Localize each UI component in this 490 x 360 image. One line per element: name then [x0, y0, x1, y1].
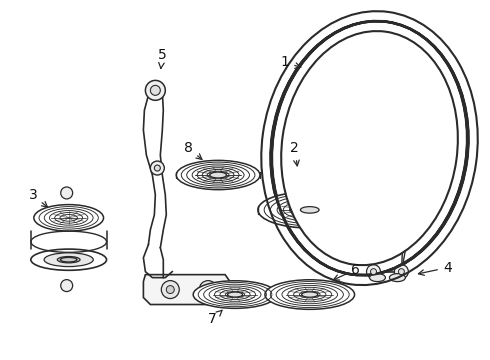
Circle shape	[222, 284, 234, 296]
Ellipse shape	[176, 160, 260, 190]
Ellipse shape	[265, 280, 355, 309]
Ellipse shape	[300, 204, 379, 232]
Circle shape	[61, 187, 73, 199]
Circle shape	[397, 206, 412, 220]
Ellipse shape	[31, 249, 106, 270]
Circle shape	[370, 269, 376, 275]
Text: 7: 7	[208, 310, 222, 327]
Ellipse shape	[369, 274, 386, 282]
Text: 6: 6	[334, 263, 360, 280]
Circle shape	[199, 280, 217, 298]
Ellipse shape	[302, 292, 318, 297]
Polygon shape	[144, 275, 230, 305]
Circle shape	[146, 80, 165, 100]
Ellipse shape	[300, 207, 319, 213]
Circle shape	[398, 269, 404, 275]
Ellipse shape	[283, 33, 456, 263]
Ellipse shape	[390, 274, 405, 282]
Circle shape	[361, 231, 374, 245]
Text: 2: 2	[291, 141, 299, 166]
Ellipse shape	[281, 31, 458, 265]
Ellipse shape	[34, 204, 103, 231]
Circle shape	[150, 161, 164, 175]
Circle shape	[204, 285, 212, 293]
Circle shape	[401, 210, 407, 216]
Text: 1: 1	[280, 55, 301, 69]
Circle shape	[150, 85, 160, 95]
Circle shape	[394, 265, 408, 279]
Circle shape	[363, 206, 376, 220]
Text: 8: 8	[184, 141, 202, 159]
Circle shape	[166, 285, 174, 293]
Ellipse shape	[44, 253, 93, 267]
Circle shape	[367, 210, 372, 216]
Ellipse shape	[193, 281, 277, 309]
Circle shape	[404, 237, 410, 243]
Circle shape	[154, 165, 160, 171]
Text: 3: 3	[28, 188, 48, 207]
Ellipse shape	[57, 257, 80, 263]
Text: 4: 4	[418, 261, 452, 275]
Circle shape	[61, 280, 73, 292]
Circle shape	[367, 265, 380, 279]
Ellipse shape	[60, 257, 77, 262]
Ellipse shape	[227, 292, 243, 297]
Circle shape	[400, 233, 415, 247]
Circle shape	[161, 280, 179, 298]
Text: 5: 5	[158, 49, 167, 68]
Ellipse shape	[210, 172, 226, 178]
Ellipse shape	[258, 192, 362, 228]
Circle shape	[365, 235, 370, 241]
